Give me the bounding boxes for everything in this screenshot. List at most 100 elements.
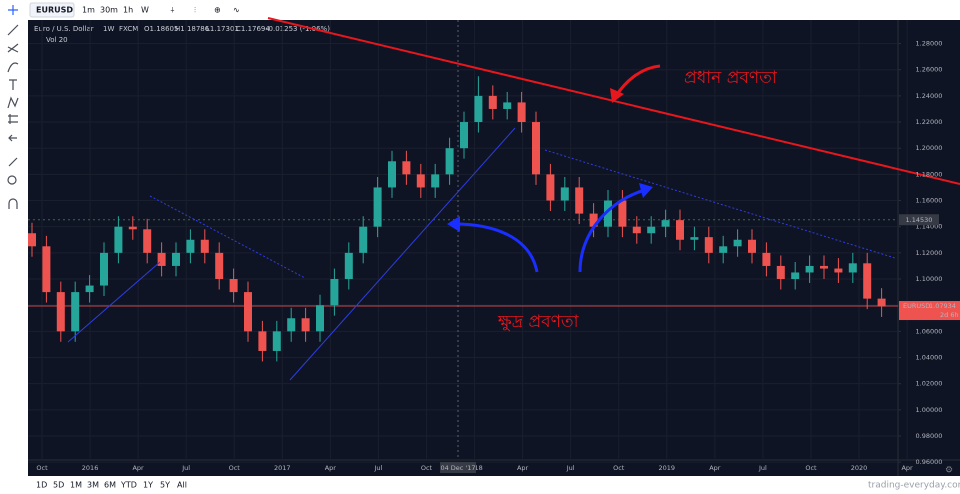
y-tick-label: 1.00000: [916, 406, 943, 414]
candle-body: [848, 263, 857, 273]
candle-body: [56, 292, 65, 332]
pattern-tool[interactable]: [7, 96, 19, 109]
x-tick-label: 2016: [82, 464, 99, 472]
line-tool[interactable]: [7, 24, 19, 36]
projection-tool[interactable]: [8, 114, 18, 124]
x-tick-label: Apr: [901, 464, 913, 472]
countdown: 2d 6h: [940, 311, 959, 319]
ruler-tool[interactable]: [8, 157, 18, 167]
candle-body: [402, 161, 411, 175]
range-button[interactable]: 3M: [87, 481, 99, 490]
y-tick-label: 1.04000: [916, 354, 943, 362]
legend-high: H1.18786: [175, 25, 210, 33]
candle-body: [820, 265, 828, 269]
x-tick-label: 2017: [274, 464, 291, 472]
candles: [28, 76, 886, 362]
range-button[interactable]: 5D: [53, 481, 64, 490]
range-button[interactable]: 1M: [70, 481, 82, 490]
y-tick-label: 1.06000: [916, 327, 943, 335]
crosshair-time-box: [440, 462, 476, 473]
y-tick-label: 1.16000: [916, 197, 943, 205]
candle-body: [474, 95, 483, 123]
interval[interactable]: 1h: [123, 6, 133, 15]
fib-tool[interactable]: [7, 43, 19, 53]
x-tick-label: Oct: [421, 464, 433, 472]
range-button[interactable]: YTD: [120, 481, 137, 490]
crosshair-time: 04 Dec '17: [440, 464, 475, 472]
candle-body: [676, 220, 684, 240]
arrow-head: [447, 216, 460, 232]
candle-body: [733, 239, 742, 247]
candle-body: [748, 239, 756, 253]
candle-body: [301, 318, 310, 332]
interval[interactable]: W: [141, 6, 149, 15]
brush-tool[interactable]: [7, 62, 19, 73]
x-tick-label: Oct: [229, 464, 241, 472]
tool-icon[interactable]: ⊕: [214, 6, 221, 15]
minor-trendline: [544, 149, 896, 259]
candle-body: [186, 239, 195, 253]
candle-body: [330, 279, 339, 306]
x-tick-label: Apr: [517, 464, 529, 472]
candle-body: [100, 252, 108, 286]
candle-body: [517, 102, 526, 123]
candle-body: [719, 246, 728, 253]
support-line: [289, 127, 516, 381]
legend-change: -0.01253 (-1.06%): [266, 25, 330, 33]
candle-body: [604, 200, 612, 227]
y-tick-label: 1.14000: [916, 223, 943, 231]
last-price-box: [899, 301, 960, 321]
candle-body: [258, 331, 267, 351]
candle-body: [690, 237, 699, 240]
text-tool[interactable]: [9, 79, 17, 90]
candle-body: [128, 226, 137, 230]
candle-body: [546, 174, 555, 201]
zoom-tool[interactable]: [7, 175, 17, 185]
legend-name: Euro / U.S. Dollar: [34, 25, 94, 33]
settings-icon[interactable]: ⚙: [945, 466, 953, 476]
y-tick-label: 1.20000: [916, 144, 943, 152]
candle-body: [28, 233, 36, 247]
range-button[interactable]: 5Y: [160, 481, 170, 490]
magnet-tool[interactable]: [8, 198, 18, 209]
y-tick-label: 1.18000: [916, 170, 943, 178]
candle-body: [560, 187, 569, 201]
tool-icon[interactable]: ⫶: [194, 6, 196, 15]
interval-group: 1m 30m 1h W: [82, 6, 149, 15]
interval[interactable]: 1m: [82, 6, 95, 15]
arrow: [454, 222, 539, 273]
candle-body: [373, 187, 382, 227]
x-tick-label: Apr: [325, 464, 337, 472]
crosshair-price-box: [899, 214, 939, 226]
symbol-box[interactable]: [29, 2, 75, 18]
candle-body: [157, 252, 166, 266]
tool-icon[interactable]: ⍭: [170, 6, 175, 15]
candle-body: [388, 161, 396, 188]
candle-body: [661, 220, 670, 227]
candle-body: [834, 268, 843, 273]
y-tick-label: 1.10000: [916, 275, 943, 283]
x-tick-label: Jul: [566, 464, 575, 472]
legend-open: O1.18605: [144, 25, 178, 33]
candle-body: [172, 252, 180, 266]
x-tick-label: Jul: [758, 464, 767, 472]
range-button[interactable]: 1D: [36, 481, 47, 490]
candle-body: [589, 213, 598, 227]
range-button[interactable]: 1Y: [143, 481, 153, 490]
back-tool[interactable]: [8, 134, 17, 142]
support-line: [67, 261, 161, 343]
tool-icon[interactable]: ∿: [233, 6, 240, 15]
y-tick-label: 1.22000: [916, 118, 943, 126]
candle-body: [632, 226, 641, 234]
x-tick-label: Jul: [181, 464, 190, 472]
candle-body: [287, 318, 296, 332]
range-button[interactable]: All: [177, 481, 187, 490]
legend-low: L1.17301: [206, 25, 239, 33]
candle-body: [460, 122, 468, 149]
range-button[interactable]: 6M: [104, 481, 116, 490]
crosshair-tool[interactable]: [8, 5, 18, 15]
interval[interactable]: 30m: [100, 6, 118, 15]
legend-source: FXCM: [119, 25, 138, 33]
symbol[interactable]: EURUSD: [36, 6, 73, 15]
